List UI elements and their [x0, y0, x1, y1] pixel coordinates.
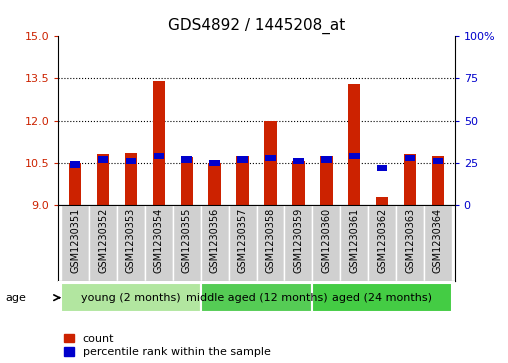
Bar	[173, 205, 201, 281]
Bar	[181, 156, 192, 163]
Bar	[377, 165, 388, 171]
Text: aged (24 months): aged (24 months)	[332, 293, 432, 303]
Bar	[208, 163, 221, 205]
Bar	[124, 153, 137, 205]
Text: GSM1230353: GSM1230353	[126, 207, 136, 273]
Bar	[293, 158, 304, 164]
Bar	[433, 158, 443, 164]
Bar	[201, 283, 312, 312]
Bar	[209, 160, 220, 166]
Text: GSM1230364: GSM1230364	[433, 207, 443, 273]
Bar	[376, 197, 389, 205]
Text: GSM1230359: GSM1230359	[294, 207, 303, 273]
Bar	[61, 205, 89, 281]
Bar	[70, 162, 80, 168]
Bar	[348, 84, 361, 205]
Text: GSM1230355: GSM1230355	[182, 207, 192, 273]
Bar	[340, 205, 368, 281]
Bar	[117, 205, 145, 281]
Bar	[424, 205, 452, 281]
Text: GSM1230357: GSM1230357	[238, 207, 247, 273]
Text: GSM1230363: GSM1230363	[405, 207, 415, 273]
Bar	[125, 158, 136, 164]
Text: GSM1230361: GSM1230361	[349, 207, 359, 273]
Bar	[236, 156, 249, 205]
Bar	[61, 283, 201, 312]
Bar	[321, 156, 332, 163]
Bar	[312, 205, 340, 281]
Bar	[98, 156, 108, 163]
Text: GSM1230360: GSM1230360	[321, 207, 331, 273]
Text: age: age	[5, 293, 26, 303]
Bar	[152, 81, 165, 205]
Bar	[257, 205, 284, 281]
Bar	[404, 155, 416, 205]
Text: GSM1230351: GSM1230351	[70, 207, 80, 273]
Text: young (2 months): young (2 months)	[81, 293, 181, 303]
Text: GSM1230354: GSM1230354	[154, 207, 164, 273]
Text: GSM1230356: GSM1230356	[210, 207, 219, 273]
Text: middle aged (12 months): middle aged (12 months)	[186, 293, 327, 303]
Text: GSM1230358: GSM1230358	[266, 207, 275, 273]
Bar	[264, 121, 277, 205]
Bar	[292, 162, 305, 205]
Title: GDS4892 / 1445208_at: GDS4892 / 1445208_at	[168, 17, 345, 33]
Bar	[396, 205, 424, 281]
Bar	[432, 156, 444, 205]
Bar	[180, 157, 193, 205]
Bar	[229, 205, 257, 281]
Bar	[97, 155, 109, 205]
Bar	[368, 205, 396, 281]
Bar	[405, 155, 416, 161]
Bar	[69, 163, 81, 205]
Bar	[201, 205, 229, 281]
Bar	[284, 205, 312, 281]
Bar	[89, 205, 117, 281]
Text: GSM1230352: GSM1230352	[98, 207, 108, 273]
Bar	[153, 153, 164, 159]
Bar	[349, 153, 360, 159]
Text: GSM1230362: GSM1230362	[377, 207, 387, 273]
Bar	[320, 156, 333, 205]
Bar	[145, 205, 173, 281]
Bar	[265, 155, 276, 161]
Bar	[312, 283, 452, 312]
Bar	[237, 156, 248, 163]
Legend: count, percentile rank within the sample: count, percentile rank within the sample	[64, 334, 271, 358]
